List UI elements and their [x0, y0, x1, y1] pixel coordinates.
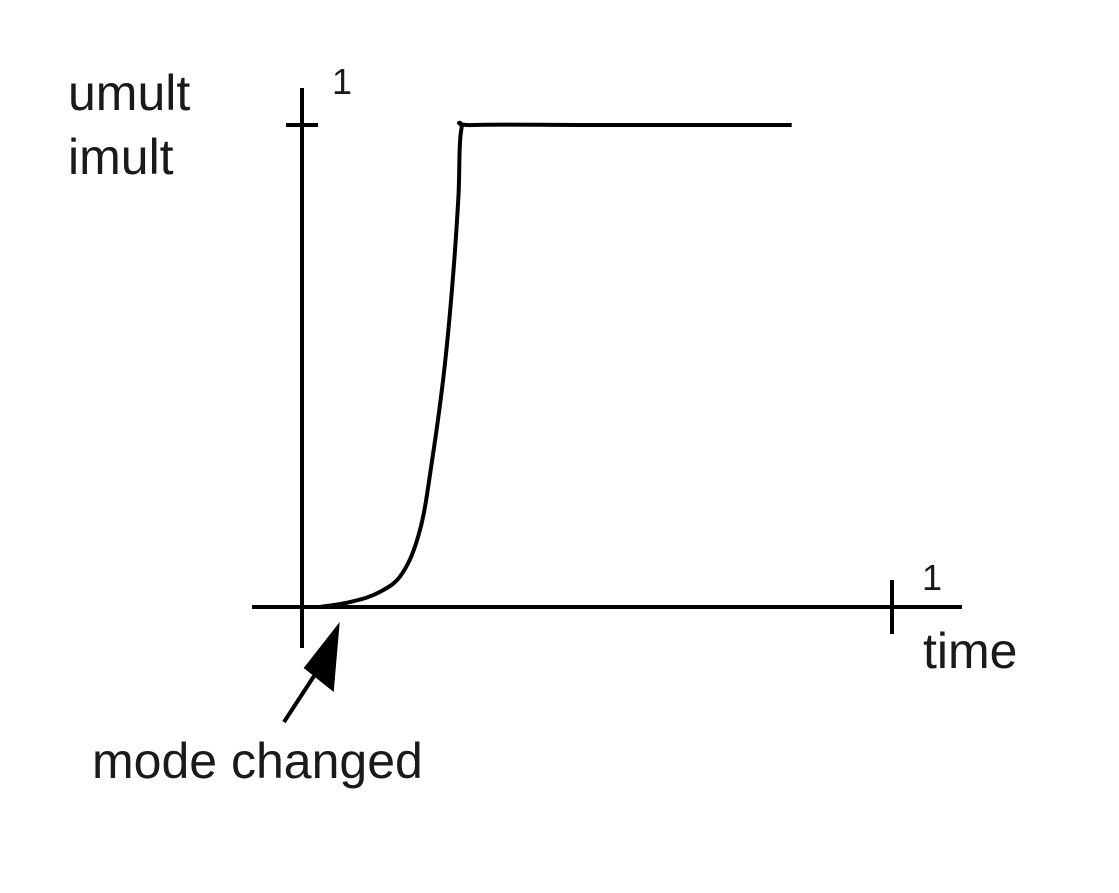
annotation-arrow-head — [303, 622, 340, 692]
y-axis-label-umult: umult — [68, 65, 190, 121]
y-axis-label-imult: imult — [68, 129, 174, 185]
annotation-mode-changed: mode changed — [92, 733, 423, 789]
x-axis-label: time — [923, 623, 1017, 679]
y-tick-label: 1 — [332, 61, 352, 102]
series-line — [319, 120, 792, 609]
x-tick-label: 1 — [922, 557, 942, 598]
